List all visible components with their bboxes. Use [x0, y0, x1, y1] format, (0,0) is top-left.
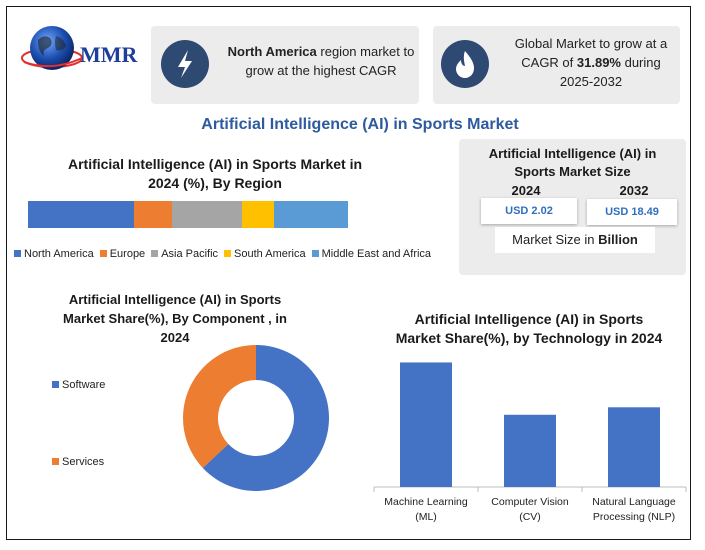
region-legend: North America Europe Asia Pacific South Ame…: [14, 244, 434, 262]
legend-swatch: [14, 250, 21, 257]
legend-software: Software: [52, 375, 111, 393]
donut-slice-services: [182, 345, 256, 468]
technology-bar-chart: Machine Learning (ML) Computer Vision (CV) N…: [373, 362, 687, 523]
legend-services-label: Services: [62, 455, 105, 468]
info-card-cagr: Global Market to grow at a CAGR of 31.89…: [433, 26, 680, 104]
legend-label: Middle East and Africa: [321, 247, 432, 260]
component-donut-chart: [182, 345, 329, 491]
legend-swatch: [311, 250, 319, 257]
legend-swatch: [99, 250, 107, 257]
technology-chart-title: Artificial Intelligence (AI) in Sports M…: [395, 311, 663, 346]
legend-label: Asia Pacific: [161, 247, 219, 260]
legend-swatch-services: [52, 458, 59, 465]
market-size-year-2024: 2024: [511, 183, 541, 198]
region-chart-title: Artificial Intelligence (AI) in Sports M…: [67, 156, 363, 191]
region-legend-item: Asia Pacific: [151, 248, 218, 260]
technology-bar: [504, 414, 556, 487]
x-tick-label: (CV): [519, 511, 541, 523]
region-segment-south-america: [242, 201, 275, 228]
info-card-region-text: North America region market to grow at t…: [227, 44, 415, 78]
market-size-value-2024: USD 2.02: [481, 198, 577, 224]
page-title: Artificial Intelligence (AI) in Sports M…: [201, 116, 519, 133]
legend-software-label: Software: [62, 378, 106, 391]
x-tick-label: (ML): [415, 511, 437, 523]
x-tick-label: Computer Vision: [491, 496, 569, 508]
region-segment-north-america: [28, 201, 134, 228]
market-size-title: Artificial Intelligence (AI) in Sports M…: [488, 146, 657, 179]
infographic-frame: [6, 6, 691, 540]
region-legend-item: Europe: [99, 247, 146, 260]
region-legend-item: North America: [14, 248, 94, 260]
market-size-panel: Artificial Intelligence (AI) in Sports M…: [459, 139, 686, 275]
legend-label: North America: [24, 247, 94, 260]
legend-services: Services: [52, 452, 110, 470]
legend-swatch: [151, 250, 159, 257]
legend-swatch-software: [52, 381, 59, 388]
technology-bar: [400, 362, 452, 487]
lightning-icon: [161, 40, 209, 88]
x-tick-label: Natural Language: [592, 496, 676, 508]
legend-swatch: [224, 250, 232, 257]
legend-label: South America: [234, 247, 306, 260]
market-size-value-2032: USD 18.49: [587, 199, 677, 225]
flame-icon: [441, 40, 489, 88]
region-stacked-bar: [28, 201, 348, 228]
legend-label: Europe: [109, 247, 146, 260]
region-segment-middle-east-and-africa: [274, 201, 348, 228]
donut-slice-software: [202, 345, 329, 491]
component-chart-title: Artificial Intelligence (AI) in Sports M…: [63, 292, 287, 345]
region-legend-item: Middle East and Africa: [311, 247, 432, 260]
globe-icon: [21, 26, 83, 70]
market-size-year-2032: 2032: [619, 183, 649, 198]
x-tick-label: Processing (NLP): [593, 511, 675, 523]
logo: MMR: [16, 18, 146, 78]
market-size-unit: Market Size in Billion: [495, 227, 655, 253]
technology-bar: [608, 407, 660, 487]
logo-text: MMR: [80, 42, 138, 67]
x-tick-label: Machine Learning: [384, 496, 468, 508]
region-segment-asia-pacific: [171, 201, 243, 228]
info-card-cagr-text: Global Market to grow at a CAGR of 31.89…: [514, 36, 668, 89]
info-card-region: North America region market to grow at t…: [151, 26, 419, 104]
region-segment-europe: [133, 201, 172, 228]
region-legend-item: South America: [224, 248, 306, 260]
